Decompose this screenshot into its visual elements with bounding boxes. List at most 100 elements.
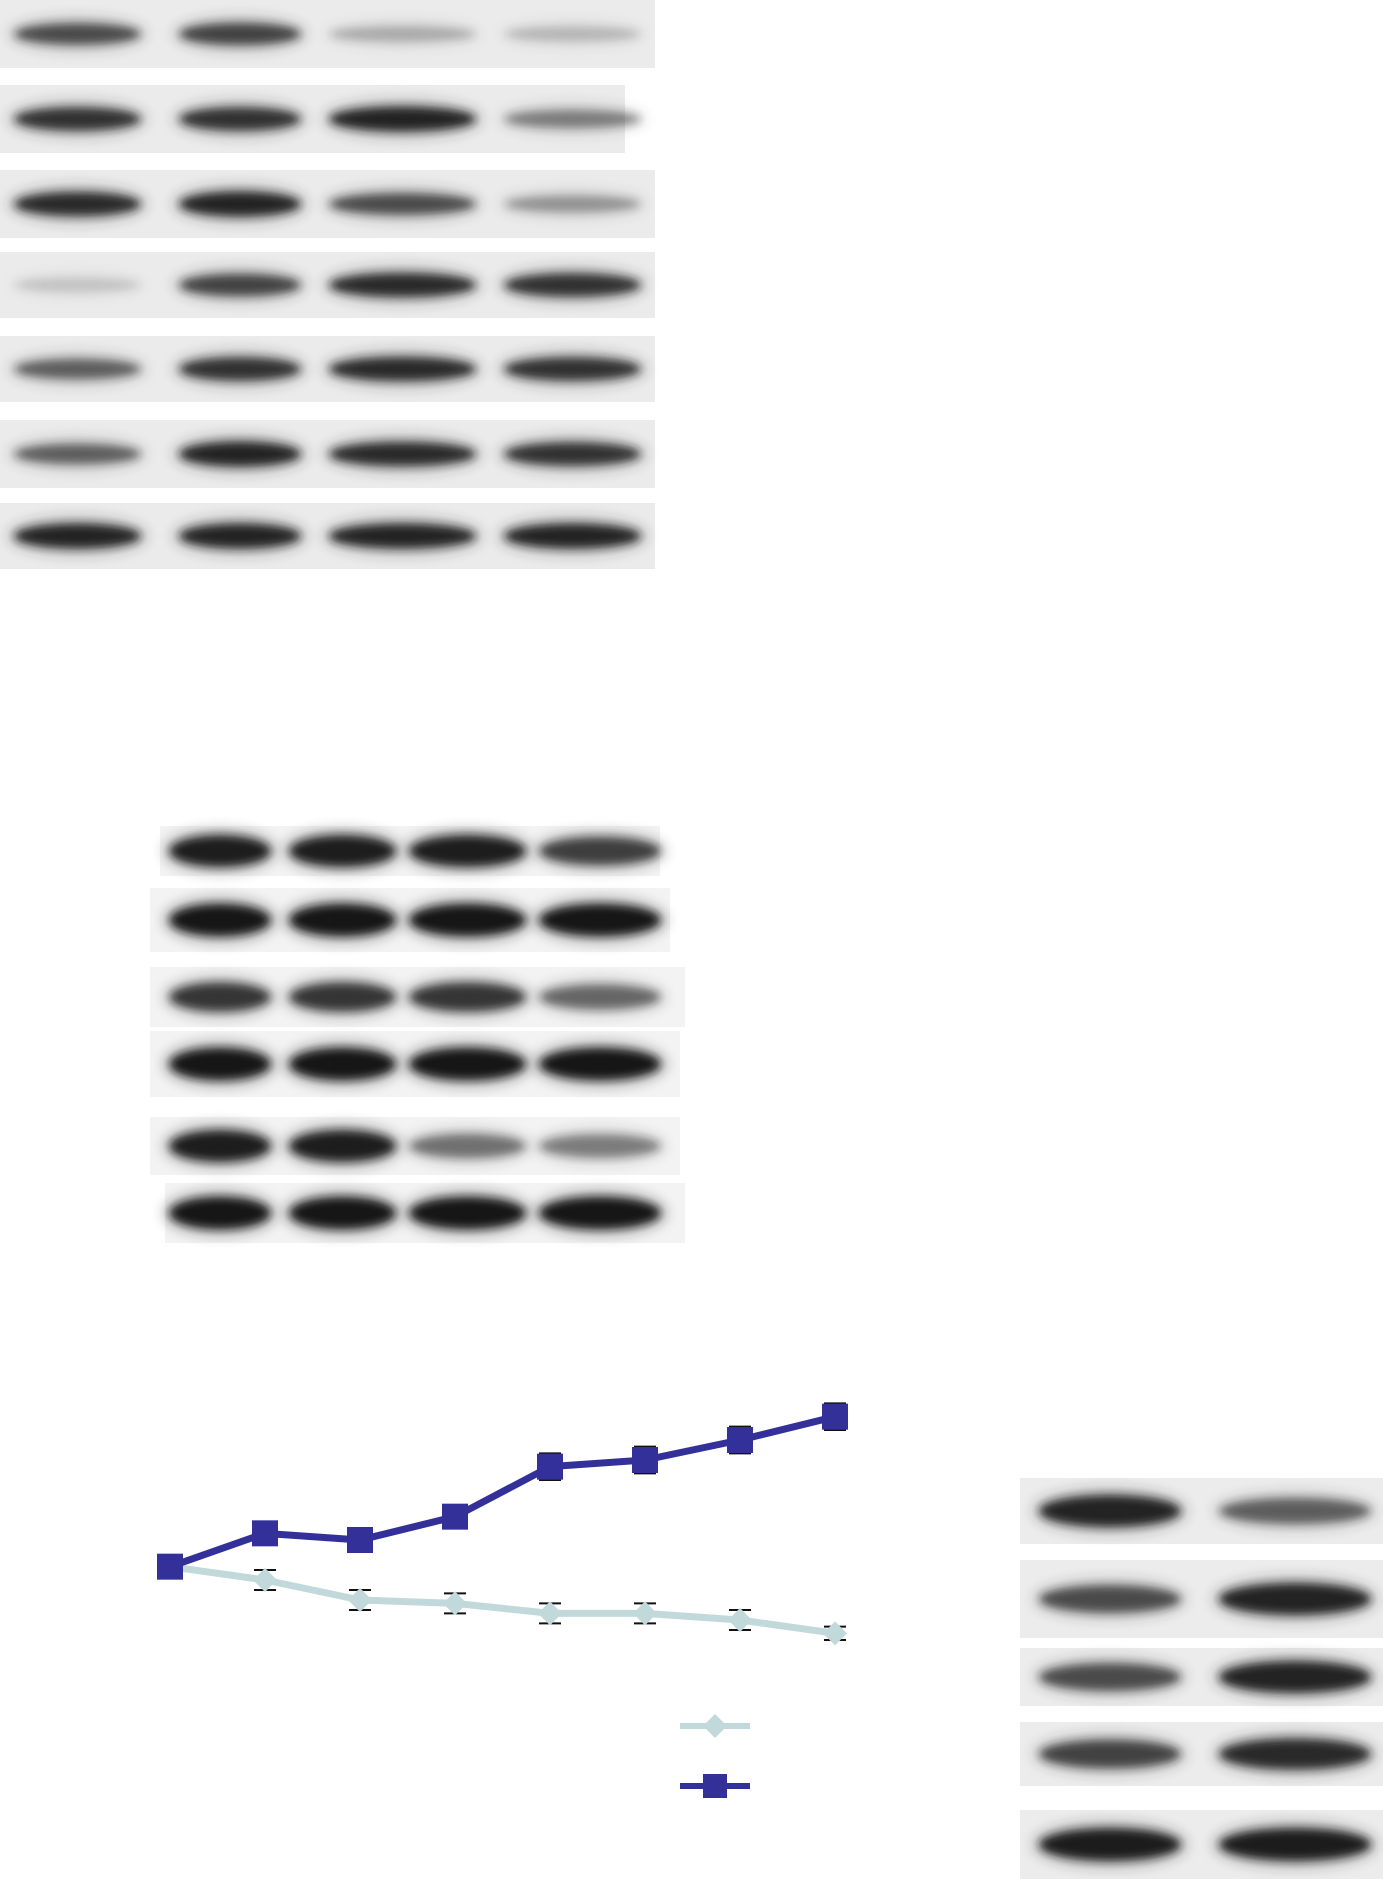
protein-band bbox=[290, 1130, 395, 1162]
protein-band bbox=[540, 1197, 660, 1229]
protein-band bbox=[540, 1048, 660, 1080]
blot-strip bbox=[150, 1117, 680, 1175]
blot-strip bbox=[1020, 1722, 1383, 1786]
protein-band bbox=[15, 278, 140, 292]
protein-band bbox=[1220, 1583, 1370, 1615]
protein-band bbox=[330, 524, 475, 548]
data-point-square bbox=[157, 1553, 183, 1580]
data-point-square bbox=[442, 1503, 468, 1530]
protein-band bbox=[290, 835, 395, 867]
blot-strip bbox=[1020, 1648, 1383, 1706]
protein-band bbox=[290, 1048, 395, 1080]
protein-band bbox=[170, 835, 270, 867]
protein-band bbox=[15, 107, 140, 131]
protein-band bbox=[505, 524, 640, 548]
data-point-diamond bbox=[823, 1621, 847, 1646]
blot-strip bbox=[0, 252, 655, 318]
series-line bbox=[169, 1563, 836, 1637]
protein-band bbox=[410, 904, 525, 936]
protein-band bbox=[15, 524, 140, 548]
protein-band bbox=[1220, 1498, 1370, 1524]
protein-band bbox=[330, 107, 475, 131]
protein-band bbox=[1220, 1661, 1370, 1693]
data-point-diamond bbox=[253, 1568, 277, 1592]
data-point-square bbox=[727, 1427, 753, 1453]
blot-strip bbox=[150, 888, 670, 952]
protein-band bbox=[330, 442, 475, 466]
series-1 bbox=[158, 1554, 847, 1646]
protein-band bbox=[505, 273, 640, 297]
protein-band bbox=[170, 1048, 270, 1080]
protein-band bbox=[505, 26, 640, 42]
blot-strip bbox=[1020, 1560, 1383, 1638]
protein-band bbox=[290, 1197, 395, 1229]
protein-band bbox=[15, 192, 140, 216]
protein-band bbox=[1220, 1828, 1370, 1861]
data-point-square bbox=[537, 1453, 563, 1480]
protein-band bbox=[540, 837, 660, 865]
protein-band bbox=[330, 357, 475, 381]
western-blot-panel-b bbox=[150, 826, 685, 1243]
protein-band bbox=[540, 1134, 660, 1158]
protein-band bbox=[170, 904, 270, 936]
data-point-diamond bbox=[538, 1601, 562, 1626]
data-point-diamond bbox=[443, 1591, 467, 1616]
protein-band bbox=[180, 357, 300, 381]
protein-band bbox=[330, 273, 475, 297]
protein-band bbox=[1040, 1740, 1180, 1768]
series-line bbox=[168, 1413, 836, 1570]
legend-entry-1 bbox=[680, 1714, 750, 1738]
protein-band bbox=[1040, 1663, 1180, 1691]
data-point-square bbox=[822, 1403, 848, 1430]
blot-strip bbox=[0, 170, 655, 238]
data-point-diamond bbox=[728, 1608, 752, 1632]
data-point-square bbox=[632, 1447, 658, 1473]
protein-band bbox=[410, 1048, 525, 1080]
chart-legend bbox=[680, 1714, 750, 1798]
line-chart bbox=[157, 1402, 848, 1798]
blot-strip bbox=[164, 1183, 685, 1243]
protein-band bbox=[180, 23, 300, 45]
legend-square-marker bbox=[703, 1774, 727, 1798]
protein-band bbox=[170, 1197, 270, 1229]
protein-band bbox=[180, 524, 300, 548]
protein-band bbox=[410, 1197, 525, 1229]
protein-band bbox=[540, 984, 660, 1010]
protein-band bbox=[330, 193, 475, 215]
protein-band bbox=[15, 444, 140, 464]
protein-band bbox=[180, 107, 300, 131]
protein-band bbox=[505, 195, 640, 213]
protein-band bbox=[180, 192, 300, 216]
protein-band bbox=[410, 982, 525, 1012]
protein-band bbox=[1040, 1495, 1180, 1527]
western-blot-panel-c bbox=[1020, 1478, 1383, 1879]
protein-band bbox=[1040, 1585, 1180, 1613]
blot-strip bbox=[0, 85, 646, 153]
blot-strip bbox=[1020, 1810, 1383, 1879]
blot-strip bbox=[150, 1031, 680, 1097]
protein-band bbox=[505, 442, 640, 466]
protein-band bbox=[1220, 1739, 1370, 1769]
protein-band bbox=[330, 26, 475, 42]
protein-band bbox=[410, 835, 525, 867]
protein-band bbox=[1040, 1828, 1180, 1861]
data-point-square bbox=[252, 1520, 278, 1547]
blot-strip bbox=[150, 967, 685, 1027]
protein-band bbox=[170, 982, 270, 1012]
protein-band bbox=[180, 274, 300, 296]
blot-strip bbox=[0, 336, 655, 402]
protein-band bbox=[540, 904, 660, 936]
data-point-diamond bbox=[348, 1588, 372, 1612]
legend-entry-2 bbox=[680, 1774, 750, 1798]
blot-strip bbox=[1020, 1478, 1383, 1544]
protein-band bbox=[505, 110, 640, 128]
blot-strip bbox=[160, 826, 666, 876]
protein-band bbox=[15, 359, 140, 379]
protein-band bbox=[180, 442, 300, 466]
blot-strip bbox=[0, 420, 655, 488]
protein-band bbox=[290, 982, 395, 1012]
protein-band bbox=[290, 904, 395, 936]
data-point-diamond bbox=[633, 1601, 657, 1626]
blot-strip bbox=[0, 503, 655, 569]
